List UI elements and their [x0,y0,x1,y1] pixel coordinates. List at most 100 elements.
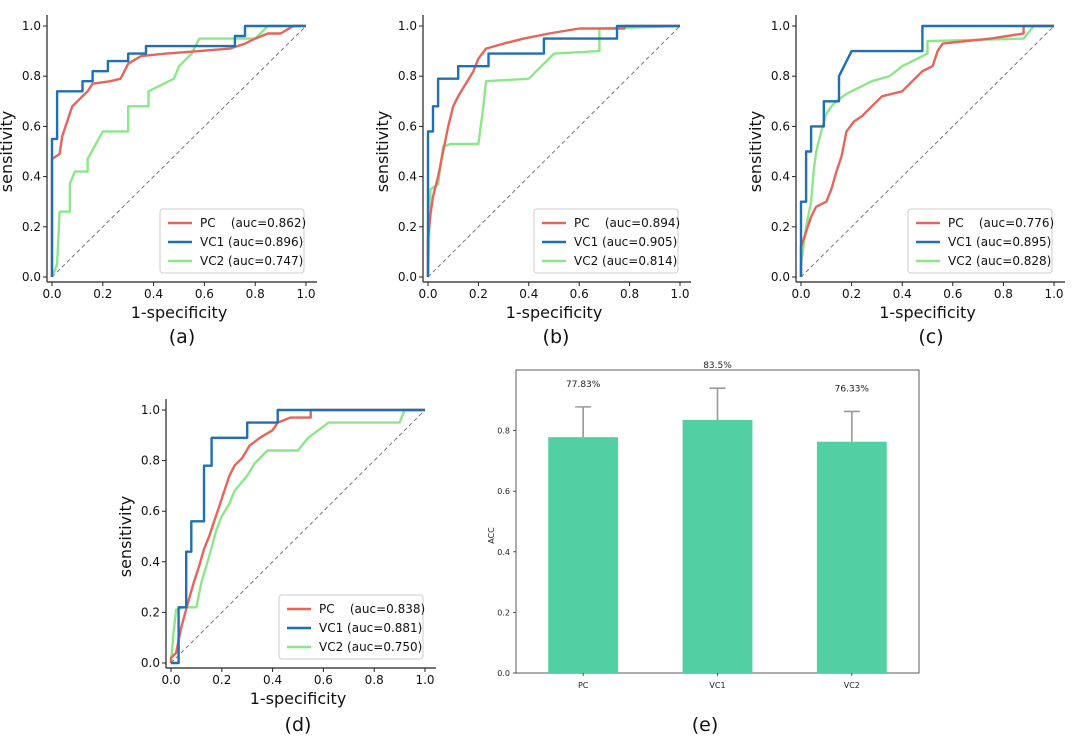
y-tick-label: 0.6 [771,119,790,133]
y-tick-label: 1.0 [771,19,790,33]
roc-curve-pc [50,24,306,277]
y-tick-label: 0.2 [141,605,160,619]
legend-label-vc1: VC1 (auc=0.905) [574,235,677,249]
y-axis-label: sensitivity [746,111,765,192]
legend-label-vc1: VC1 (auc=0.881) [319,621,422,635]
x-tick-label: 1.0 [670,287,689,301]
y-tick-label: 0.0 [22,270,41,284]
legend-box [159,208,305,274]
x-tick-label: 0.8 [365,673,384,687]
x-axis-label: 1-specificity [131,303,228,322]
data-label-vc2: 76.33% [835,384,870,394]
x-tick-label: 0.2 [842,287,861,301]
chance-diagonal [170,409,426,664]
legend-label-vc2: VC2 (auc=0.814) [574,254,677,268]
legend-label-pc: PC (auc=0.894) [574,216,680,230]
y-tick-label: 0.2 [22,220,41,234]
y-tick-label: 0.0 [398,270,417,284]
y-tick-label: 0.4 [771,170,790,184]
y-tick-label: 0.6 [497,487,510,496]
data-label-pc: 77.83% [566,380,601,390]
data-label-vc1: 83.5% [703,361,732,371]
x-tick-label: VC1 [709,681,725,690]
chance-diagonal [51,25,307,278]
y-tick-label: 0.2 [497,608,510,617]
x-tick-label: 0.0 [42,287,61,301]
y-tick-label: 0.2 [771,220,790,234]
y-tick-label: 0.2 [398,220,417,234]
y-axis-label: sensitivity [0,111,16,192]
bar-pc [548,437,619,673]
y-tick-label: 0.0 [497,669,510,678]
x-tick-label: 0.2 [212,673,231,687]
x-tick-label: 0.6 [943,287,962,301]
roc-curve-vc1 [799,24,1054,277]
y-tick-label: 1.0 [398,19,417,33]
legend-label-vc2: VC2 (auc=0.750) [319,640,422,654]
legend-label-vc2: VC2 (auc=0.747) [200,254,303,268]
x-tick-label: 0.0 [791,287,810,301]
x-tick-label: 0.0 [418,287,437,301]
x-tick-label: 0.4 [519,287,538,301]
y-tick-label: 0.0 [141,656,160,670]
x-tick-label: 0.2 [469,287,488,301]
roc-curve-vc1 [426,24,680,277]
x-tick-label: 0.4 [144,287,163,301]
legend-box [907,208,1053,274]
x-axis-label: 1-specificity [506,303,603,322]
x-tick-label: VC2 [844,681,860,690]
x-tick-label: 0.8 [994,287,1013,301]
bar-vc1 [682,419,753,673]
y-tick-label: 1.0 [141,403,160,417]
y-tick-label: 0.4 [22,170,41,184]
x-axis-label: 1-specificity [879,303,976,322]
y-tick-label: 0.8 [22,69,41,83]
y-tick-label: 0.6 [22,119,41,133]
y-tick-label: 1.0 [22,19,41,33]
y-tick-label: 0.0 [771,270,790,284]
legend-label-vc2: VC2 (auc=0.828) [948,254,1051,268]
x-tick-label: 0.4 [893,287,912,301]
y-tick-label: 0.8 [141,454,160,468]
y-axis-label: ACC [487,527,496,544]
y-axis-label: sensitivity [373,111,392,192]
legend-box [278,594,424,660]
y-tick-label: 0.6 [141,504,160,518]
chance-diagonal [427,25,681,278]
y-tick-label: 0.4 [497,548,510,557]
roc-curve-vc2 [50,24,306,278]
bar-vc2 [816,441,887,673]
legend-label-pc: PC (auc=0.862) [200,216,306,230]
y-tick-label: 0.8 [497,427,510,436]
legend-label-pc: PC (auc=0.776) [948,216,1054,230]
x-tick-label: PC [578,681,589,690]
y-tick-label: 0.6 [398,119,417,133]
roc-curve-pc [799,24,1054,277]
y-tick-label: 0.8 [398,69,417,83]
x-tick-label: 0.0 [161,673,180,687]
legend-label-vc1: VC1 (auc=0.895) [948,235,1051,249]
x-tick-label: 0.6 [195,287,214,301]
roc-curve-vc1 [171,408,425,665]
x-tick-label: 0.6 [314,673,333,687]
y-tick-label: 0.4 [141,555,160,569]
x-tick-label: 1.0 [1044,287,1063,301]
x-tick-label: 0.8 [620,287,639,301]
legend-label-vc1: VC1 (auc=0.896) [200,235,303,249]
legend-label-pc: PC (auc=0.838) [319,602,425,616]
roc-curve-pc [426,24,680,277]
x-tick-label: 0.4 [263,673,282,687]
y-axis-label: sensitivity [116,496,135,577]
roc-curve-vc1 [50,24,306,277]
x-tick-label: 1.0 [296,287,315,301]
x-tick-label: 0.2 [93,287,112,301]
y-tick-label: 0.4 [398,170,417,184]
roc-curve-pc [169,408,425,663]
x-tick-label: 1.0 [415,673,434,687]
x-axis-label: 1-specificity [250,689,347,708]
y-tick-label: 0.8 [771,69,790,83]
